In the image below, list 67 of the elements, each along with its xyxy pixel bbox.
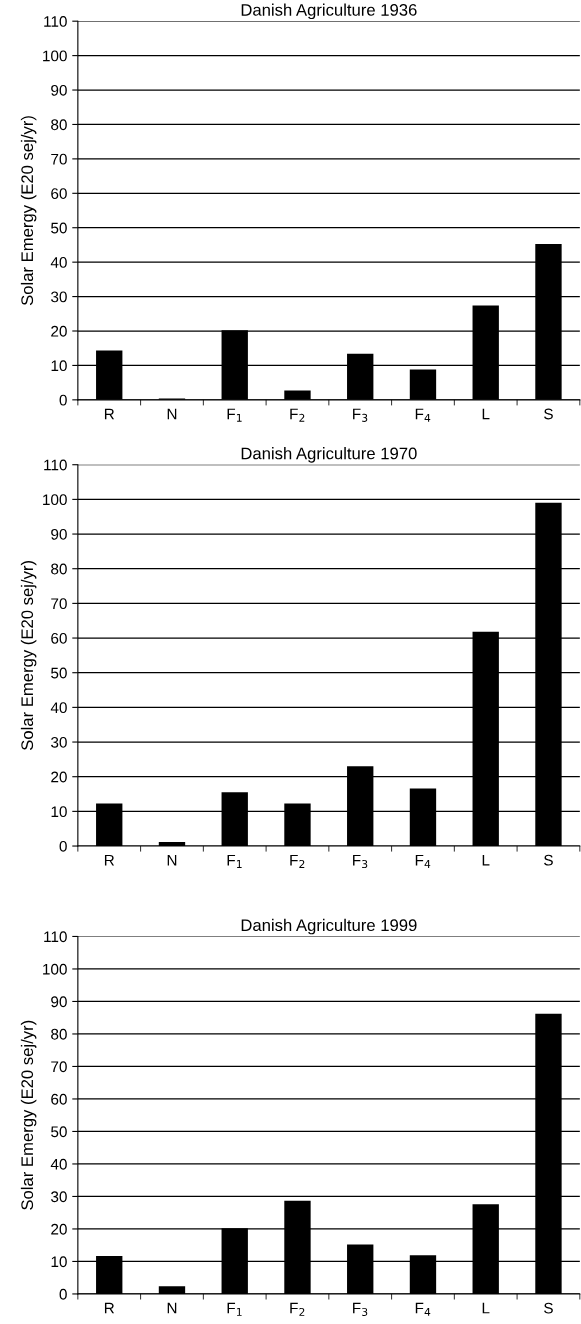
y-axis-title: Solar Emergy (E20 sej/yr) — [20, 1020, 37, 1210]
x-tick-label: S — [544, 408, 553, 420]
x-tick-label: N — [167, 1302, 177, 1314]
y-tick-label: 0 — [59, 840, 67, 852]
x-tick-label: L — [482, 854, 490, 866]
bar — [409, 369, 437, 400]
y-tick-label: 50 — [51, 667, 67, 679]
y-tick-label: 100 — [43, 50, 67, 62]
y-tick-label: 80 — [51, 1028, 67, 1040]
y-tick-label: 10 — [51, 1256, 67, 1268]
x-tick-label: L — [482, 1302, 490, 1314]
y-tick-label: 90 — [51, 528, 67, 540]
x-tick-label: L — [482, 408, 490, 420]
chart-title: Danish Agriculture 1970 — [241, 447, 417, 463]
y-tick-label: 110 — [44, 459, 67, 471]
x-tick-label: F$_{3}$ — [353, 1302, 368, 1316]
x-tick-label: S — [544, 1302, 553, 1314]
y-tick-label: 80 — [51, 119, 67, 131]
x-tick-label: F$_{1}$ — [227, 1302, 242, 1316]
y-tick-label: 40 — [50, 257, 67, 268]
y-tick-label: 70 — [51, 153, 67, 165]
x-tick-label: F$_{4}$ — [415, 854, 431, 868]
chart-title: Danish Agriculture 1936 — [241, 3, 417, 20]
y-tick-label: 60 — [51, 188, 67, 199]
y-tick-label: 30 — [51, 291, 67, 303]
y-tick-label: 90 — [51, 84, 67, 96]
y-axis-title: Solar Emergy (E20 sej/yr) — [20, 561, 37, 751]
x-tick-label: R — [104, 408, 115, 420]
y-tick-label: 60 — [51, 632, 67, 644]
x-tick-label: F$_{1}$ — [227, 408, 242, 422]
y-tick-label: 20 — [51, 771, 67, 783]
y-tick-label: 40 — [50, 1158, 67, 1170]
y-tick-label: 60 — [51, 1093, 67, 1105]
y-tick-label: 80 — [51, 563, 67, 575]
x-tick-label: F$_{3}$ — [353, 854, 368, 869]
y-tick-label: 100 — [43, 494, 67, 506]
chart-title: Danish Agriculture 1999 — [241, 918, 417, 935]
y-tick-label: 10 — [51, 806, 67, 818]
x-tick-label: N — [167, 408, 177, 420]
y-tick-label: 10 — [51, 360, 67, 372]
x-tick-label: N — [167, 854, 177, 866]
y-tick-label: 30 — [51, 1191, 67, 1203]
y-tick-label: 0 — [59, 1288, 67, 1300]
x-tick-label: F$_{4}$ — [415, 408, 431, 422]
y-tick-label: 90 — [51, 996, 67, 1008]
y-tick-label: 110 — [44, 16, 67, 27]
x-tick-label: F$_{4}$ — [415, 1302, 431, 1316]
y-tick-label: 70 — [51, 598, 67, 610]
y-tick-label: 0 — [59, 394, 67, 406]
x-tick-label: S — [544, 854, 553, 866]
x-tick-label: R — [104, 1302, 115, 1314]
y-tick-label: 30 — [51, 736, 67, 748]
y-tick-label: 40 — [50, 702, 67, 714]
y-tick-label: 70 — [51, 1061, 67, 1073]
y-tick-label: 50 — [51, 1126, 67, 1138]
x-tick-label: F$_{1}$ — [227, 854, 242, 868]
x-tick-label: F$_{2}$ — [290, 854, 305, 868]
y-tick-label: 20 — [51, 325, 67, 337]
y-tick-label: 20 — [51, 1223, 67, 1235]
x-tick-label: F$_{2}$ — [290, 408, 305, 422]
y-tick-label: 100 — [43, 963, 67, 975]
x-tick-label: F$_{3}$ — [353, 408, 368, 422]
y-tick-label: 50 — [51, 222, 67, 234]
y-tick-label: 110 — [44, 931, 67, 943]
x-tick-label: F$_{2}$ — [290, 1302, 305, 1316]
y-axis-title: Solar Emergy (E20 sej/yr) — [20, 116, 37, 306]
x-tick-label: R — [104, 854, 115, 866]
